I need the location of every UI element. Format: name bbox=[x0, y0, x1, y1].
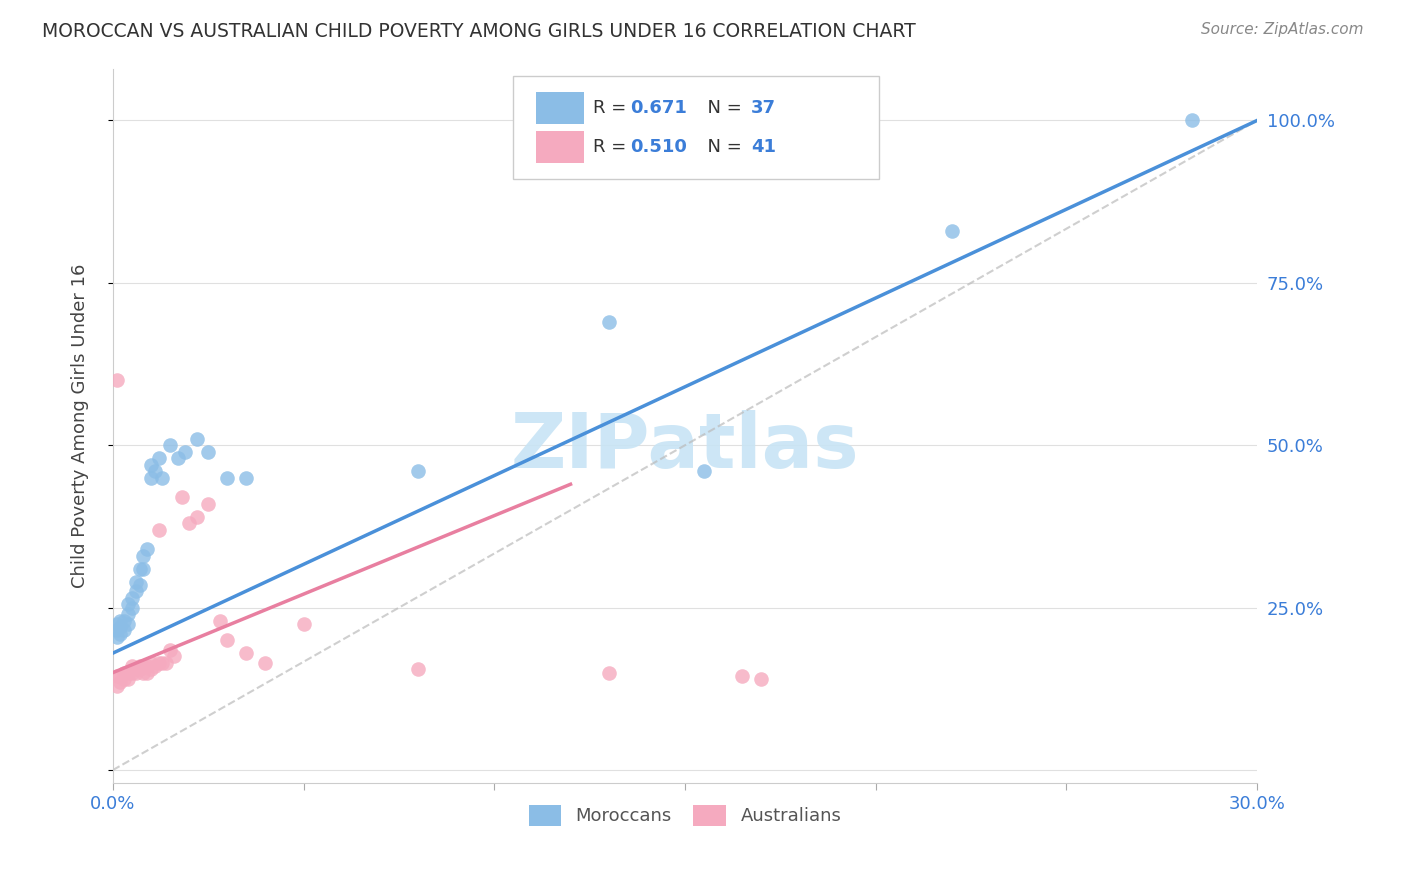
Point bbox=[406, 464, 429, 478]
Point bbox=[128, 662, 150, 676]
Point bbox=[186, 509, 208, 524]
Point bbox=[125, 665, 148, 680]
Point bbox=[406, 662, 429, 676]
Point bbox=[139, 458, 162, 472]
Point bbox=[128, 659, 150, 673]
Point bbox=[254, 656, 277, 670]
Point bbox=[110, 626, 132, 640]
Point bbox=[155, 656, 177, 670]
Point bbox=[208, 614, 231, 628]
Point bbox=[117, 607, 139, 622]
Point bbox=[693, 464, 716, 478]
Point bbox=[292, 616, 315, 631]
FancyBboxPatch shape bbox=[536, 131, 585, 163]
Point bbox=[148, 451, 170, 466]
Point bbox=[128, 578, 150, 592]
Point bbox=[112, 614, 135, 628]
Legend: Moroccans, Australians: Moroccans, Australians bbox=[520, 796, 851, 835]
Text: R =: R = bbox=[593, 138, 633, 156]
Point bbox=[105, 624, 128, 638]
Point bbox=[105, 669, 128, 683]
Point bbox=[121, 665, 143, 680]
Point bbox=[132, 549, 155, 563]
Y-axis label: Child Poverty Among Girls Under 16: Child Poverty Among Girls Under 16 bbox=[72, 264, 89, 588]
Point bbox=[110, 669, 132, 683]
Point bbox=[132, 562, 155, 576]
Point bbox=[105, 679, 128, 693]
Point bbox=[152, 471, 174, 485]
Text: 41: 41 bbox=[751, 138, 776, 156]
Point bbox=[117, 616, 139, 631]
FancyBboxPatch shape bbox=[536, 92, 585, 123]
Point bbox=[105, 630, 128, 644]
Point bbox=[128, 562, 150, 576]
Point bbox=[174, 444, 197, 458]
Point bbox=[121, 600, 143, 615]
Point bbox=[749, 672, 772, 686]
Point bbox=[166, 451, 188, 466]
Text: 37: 37 bbox=[751, 99, 776, 117]
Point bbox=[148, 523, 170, 537]
Text: Source: ZipAtlas.com: Source: ZipAtlas.com bbox=[1201, 22, 1364, 37]
Point bbox=[112, 672, 135, 686]
Point bbox=[179, 516, 201, 531]
Point bbox=[139, 471, 162, 485]
Point bbox=[125, 584, 148, 599]
Point bbox=[163, 649, 186, 664]
Point bbox=[105, 616, 128, 631]
Text: N =: N = bbox=[696, 138, 748, 156]
Point bbox=[598, 315, 620, 329]
Point bbox=[143, 464, 166, 478]
Text: N =: N = bbox=[696, 99, 748, 117]
Text: ZIPatlas: ZIPatlas bbox=[510, 410, 859, 484]
Point bbox=[731, 669, 754, 683]
Point bbox=[1181, 113, 1204, 128]
Point bbox=[159, 438, 181, 452]
Point bbox=[110, 620, 132, 634]
Point bbox=[139, 656, 162, 670]
Point bbox=[132, 659, 155, 673]
Text: 0.671: 0.671 bbox=[630, 99, 688, 117]
Point bbox=[112, 665, 135, 680]
Point bbox=[139, 662, 162, 676]
Point bbox=[235, 471, 257, 485]
Text: R =: R = bbox=[593, 99, 633, 117]
Point bbox=[136, 659, 159, 673]
Point bbox=[125, 574, 148, 589]
Point bbox=[217, 633, 239, 648]
Point bbox=[235, 646, 257, 660]
Point bbox=[125, 662, 148, 676]
Point bbox=[117, 672, 139, 686]
Point bbox=[110, 614, 132, 628]
Point bbox=[197, 497, 219, 511]
Point bbox=[121, 659, 143, 673]
Point bbox=[159, 643, 181, 657]
Text: MOROCCAN VS AUSTRALIAN CHILD POVERTY AMONG GIRLS UNDER 16 CORRELATION CHART: MOROCCAN VS AUSTRALIAN CHILD POVERTY AMO… bbox=[42, 22, 915, 41]
Point bbox=[105, 373, 128, 387]
Point bbox=[110, 675, 132, 690]
Point bbox=[136, 542, 159, 557]
Point bbox=[598, 665, 620, 680]
Point bbox=[148, 656, 170, 670]
Text: 0.510: 0.510 bbox=[630, 138, 688, 156]
Point bbox=[217, 471, 239, 485]
Point bbox=[152, 656, 174, 670]
Point bbox=[117, 598, 139, 612]
Point bbox=[136, 665, 159, 680]
Point bbox=[112, 624, 135, 638]
FancyBboxPatch shape bbox=[513, 76, 880, 179]
Point bbox=[143, 659, 166, 673]
Point bbox=[132, 665, 155, 680]
Point bbox=[121, 591, 143, 605]
Point bbox=[186, 432, 208, 446]
Point bbox=[941, 224, 963, 238]
Point bbox=[117, 665, 139, 680]
Point bbox=[170, 490, 193, 504]
Point bbox=[197, 444, 219, 458]
